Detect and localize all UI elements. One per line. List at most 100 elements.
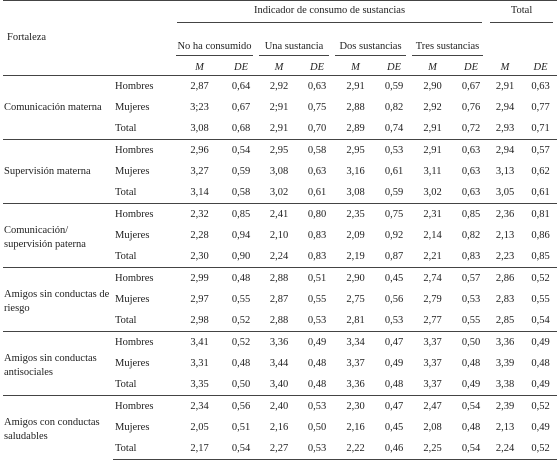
mean-cell: 3,37 xyxy=(409,331,456,353)
sd-cell: 0,49 xyxy=(531,422,550,433)
mean-cell: 3,36 xyxy=(486,331,525,353)
table-row: Comunicación/ supervisión paterna Hombres… xyxy=(3,203,558,268)
sex-label: Hombres xyxy=(113,203,173,225)
mean-cell: 2,95 xyxy=(256,139,302,161)
mean-cell: 2,79 xyxy=(423,294,442,305)
mean-cell: 2,47 xyxy=(409,395,456,417)
sd-cell: 0,55 xyxy=(461,315,481,326)
group-header-0: No ha consumido xyxy=(173,37,256,59)
sd-cell: 0,90 xyxy=(231,251,251,262)
sd-cell: 0,70 xyxy=(307,123,327,134)
sd-cell: 0,61 xyxy=(531,187,550,198)
de-label: DE xyxy=(456,59,487,76)
sd-cell: 0,53 xyxy=(302,395,332,417)
mean-cell: 2,40 xyxy=(256,395,302,417)
table-row: Mujeres 2,28 0,94 2,10 0,83 2,09 0,92 2,14 0,82 2… xyxy=(3,225,557,246)
sd-cell: 0,51 xyxy=(231,422,251,433)
mean-cell: 3;23 xyxy=(190,102,209,113)
sd-cell: 0,50 xyxy=(231,379,251,390)
sd-cell: 0,61 xyxy=(384,166,404,177)
mean-cell: 2,87 xyxy=(190,81,209,92)
sex-label: Total xyxy=(115,379,137,390)
mean-cell: 2,19 xyxy=(346,251,365,262)
table-row: Amigos sin conductas de riesgo Hombres 2,9… xyxy=(3,267,558,332)
sd-cell: 0,72 xyxy=(461,123,481,134)
sd-cell: 0,74 xyxy=(384,123,404,134)
mean-cell: 2,24 xyxy=(486,438,525,460)
sd-cell: 0,52 xyxy=(524,395,558,417)
sd-cell: 0,56 xyxy=(226,395,256,417)
sex-label: Mujeres xyxy=(115,230,150,241)
sd-cell: 0,83 xyxy=(461,251,481,262)
sd-cell: 0,63 xyxy=(307,81,327,92)
sd-cell: 0,80 xyxy=(302,203,332,225)
sex-header-blank xyxy=(113,0,173,76)
sd-cell: 0,75 xyxy=(379,203,409,225)
sex-label: Total xyxy=(115,315,137,326)
mean-cell: 2,28 xyxy=(190,230,209,241)
sd-cell: 0,68 xyxy=(231,123,251,134)
total-header: Total xyxy=(486,0,558,37)
mean-cell: 2,91 xyxy=(423,123,442,134)
sd-cell: 0,52 xyxy=(231,315,251,326)
table-row: Mujeres 3,27 0,59 3,08 0,63 3,16 0,61 3,11 0,63 3… xyxy=(3,161,557,182)
sd-cell: 0,49 xyxy=(302,331,332,353)
mean-cell: 2,05 xyxy=(190,422,209,433)
mean-cell: 3,02 xyxy=(269,187,289,198)
mean-cell: 3,08 xyxy=(190,123,209,134)
table-row: Mujeres 3,31 0,48 3,44 0,48 3,37 0,49 3,37 0,48 3… xyxy=(3,353,557,374)
sd-cell: 0,48 xyxy=(461,422,481,433)
sd-cell: 0,57 xyxy=(456,267,487,289)
mean-cell: 2,83 xyxy=(495,294,515,305)
mean-cell: 2,35 xyxy=(332,203,379,225)
sex-label: Hombres xyxy=(113,267,173,289)
sd-cell: 0,48 xyxy=(231,358,251,369)
sd-cell: 0,53 xyxy=(379,139,409,161)
mean-cell: 2,85 xyxy=(495,315,515,326)
m-label: M xyxy=(173,59,226,76)
sd-cell: 0,54 xyxy=(456,438,487,460)
sd-cell: 0,54 xyxy=(226,139,256,161)
mean-cell: 2,39 xyxy=(486,395,525,417)
table-row: Mujeres 2,97 0,55 2,87 0,55 2,75 0,56 2,79 0,53 2… xyxy=(3,289,557,310)
mean-cell: 2,77 xyxy=(423,315,442,326)
table-row: Supervisión materna Hombres 2,96 0,54 2,95 0,… xyxy=(3,139,558,204)
table-row: Total 2,98 0,52 2,88 0,53 2,81 0,53 2,77 0,55 2,8… xyxy=(3,310,557,332)
sd-cell: 0,52 xyxy=(524,267,558,289)
mean-cell: 2,90 xyxy=(332,267,379,289)
sex-label: Hombres xyxy=(113,395,173,417)
sd-cell: 0,63 xyxy=(456,139,487,161)
sd-cell: 0,48 xyxy=(384,379,404,390)
mean-cell: 3,16 xyxy=(346,166,365,177)
mean-cell: 2,89 xyxy=(346,123,365,134)
table-row: Amigos sin conductas antisociales Hombres… xyxy=(3,331,558,396)
table-row: Total 3,14 0,58 3,02 0,61 3,08 0,59 3,02 0,63 3,0… xyxy=(3,182,557,204)
data-table: Fortaleza Indicador de consumo de sustan… xyxy=(3,0,558,460)
sex-label: Mujeres xyxy=(115,294,150,305)
mean-cell: 3,39 xyxy=(495,358,515,369)
mean-cell: 2,25 xyxy=(409,438,456,460)
de-label: DE xyxy=(226,59,256,76)
sd-cell: 0,52 xyxy=(226,331,256,353)
mean-cell: 2,17 xyxy=(173,438,226,460)
mean-cell: 2,41 xyxy=(256,203,302,225)
sd-cell: 0,62 xyxy=(531,166,550,177)
mean-cell: 2,75 xyxy=(346,294,365,305)
mean-cell: 2,92 xyxy=(423,102,442,113)
sd-cell: 0,57 xyxy=(524,139,558,161)
sd-cell: 0,47 xyxy=(379,395,409,417)
mean-cell: 2,91 xyxy=(409,139,456,161)
mean-cell: 3,41 xyxy=(173,331,226,353)
mean-cell: 2,08 xyxy=(423,422,442,433)
sd-cell: 0,45 xyxy=(384,422,404,433)
indicador-label: Indicador de consumo de sustancias xyxy=(177,5,483,23)
sex-label: Mujeres xyxy=(115,358,150,369)
group-header-1: Una sustancia xyxy=(256,37,332,59)
sd-cell: 0,55 xyxy=(231,294,251,305)
table-row: Mujeres 2,05 0,51 2,16 0,50 2,16 0,45 2,08 0,48 2… xyxy=(3,417,557,438)
mean-cell: 2,74 xyxy=(409,267,456,289)
mean-cell: 2,90 xyxy=(423,81,442,92)
sd-cell: 0,49 xyxy=(531,379,550,390)
de-label: DE xyxy=(379,59,409,76)
